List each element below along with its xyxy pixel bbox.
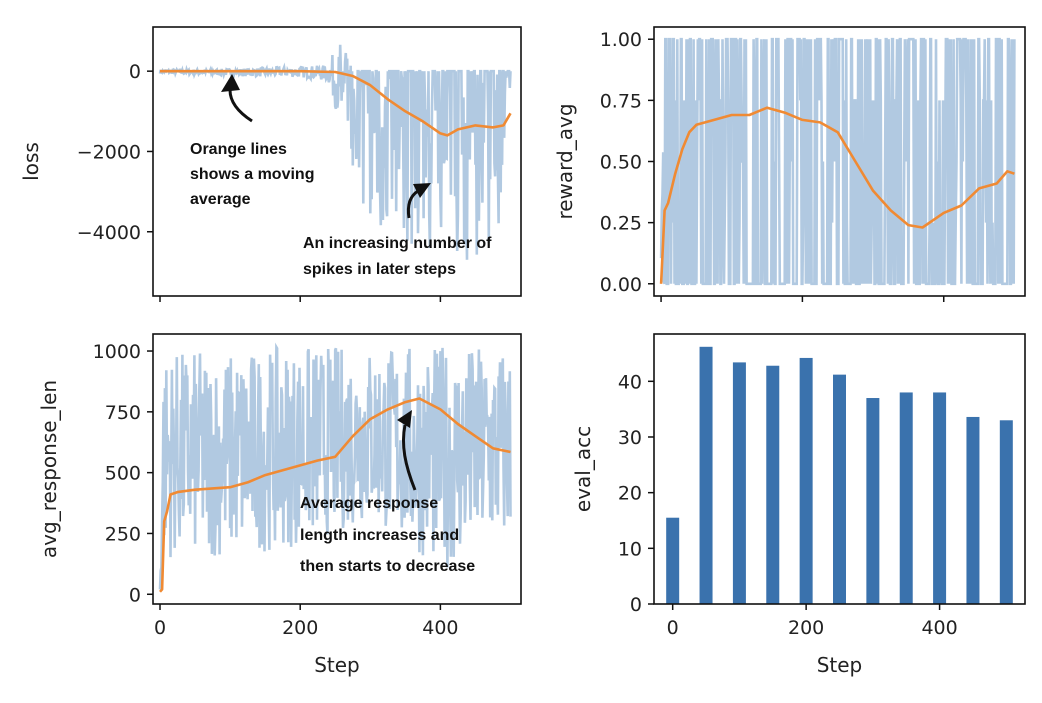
avg-response-len-panel: 0 200 400 0 250 500 750 1000 avg_response_len Ste… [37,333,522,677]
x-tick-label: 400 [422,617,458,639]
y-tick-label: 10 [618,538,642,560]
bar-step-400 [933,392,947,604]
y-tick-label: 0 [129,584,141,606]
arrow-icon [406,189,419,219]
moving-average-line [659,106,1015,284]
y-tick-label: 0.75 [600,90,642,112]
bar-step-100 [732,362,746,604]
y-tick-label: −2000 [77,141,141,163]
bar-step-0 [666,517,680,604]
y-tick-label: −4000 [77,222,141,244]
y-axis-label: loss [19,142,43,181]
bar-step-450 [966,416,980,604]
y-tick-label: 1000 [93,341,141,363]
y-tick-label: 30 [618,427,642,449]
x-tick-label: 0 [667,617,679,639]
y-axis-label: reward_avg [553,103,577,219]
axes-frame [152,26,522,297]
raw-series-line [158,342,512,590]
arrow-icon [228,89,253,123]
bar-step-350 [899,392,913,604]
y-tick-label: 20 [618,483,642,505]
y-tick-label: 1.00 [600,29,642,51]
annotation-spikes: An increasing number of spikes in later … [303,183,492,278]
reward-avg-panel: 0.00 0.25 0.50 0.75 1.00 reward_avg [553,26,1026,302]
y-tick-label: 750 [105,402,141,424]
y-tick-label: 0.50 [600,152,642,174]
y-axis-label: avg_response_len [37,380,61,558]
loss-panel: 0 −2000 −4000 loss [19,26,522,302]
annotation-line: An increasing number of [303,235,492,252]
bar-step-50 [699,346,713,604]
axes-frame [653,333,1026,605]
y-tick-label: 0.25 [600,213,642,235]
annotation-moving-average: Orange lines shows a moving average [190,74,314,208]
eval-acc-panel: 0 200 400 0 10 20 30 40 eval_acc Step [571,333,1026,677]
annotation-line: then starts to decrease [300,558,475,575]
annotation-line: average [190,191,251,208]
annotation-line: length increases and [300,527,459,544]
y-tick-label: 0 [630,594,642,616]
y-axis-label: eval_acc [571,426,595,512]
y-tick-label: 250 [105,523,141,545]
y-tick-label: 40 [618,371,642,393]
axes-frame [152,333,522,605]
y-tick-label: 0 [129,61,141,83]
y-tick-label: 0.00 [600,274,642,296]
x-tick-label: 400 [921,617,957,639]
bar-step-150 [766,365,780,604]
bar-step-300 [866,398,880,604]
y-tick-label: 500 [105,463,141,485]
bar-step-200 [799,357,813,604]
bar-step-250 [833,374,846,604]
bar-step-500 [999,420,1013,604]
arrow-head-icon [413,183,431,198]
arrow-head-icon [397,410,412,428]
x-tick-label: 200 [282,617,318,639]
moving-average-line [159,397,511,593]
arrow-icon [401,424,417,491]
annotation-line: spikes in later steps [303,261,456,278]
arrow-head-icon [221,74,240,92]
annotation-line: Average response [300,495,438,512]
x-axis-label: Step [817,653,863,677]
x-tick-label: 200 [788,617,824,639]
annotation-line: shows a moving [190,166,314,183]
annotation-line: Orange lines [190,141,287,158]
annotation-response-length: Average response length increases and th… [300,410,475,575]
x-axis-label: Step [314,653,360,677]
moving-average-line [160,69,512,137]
x-tick-label: 0 [154,617,166,639]
raw-series-line [659,37,1016,286]
